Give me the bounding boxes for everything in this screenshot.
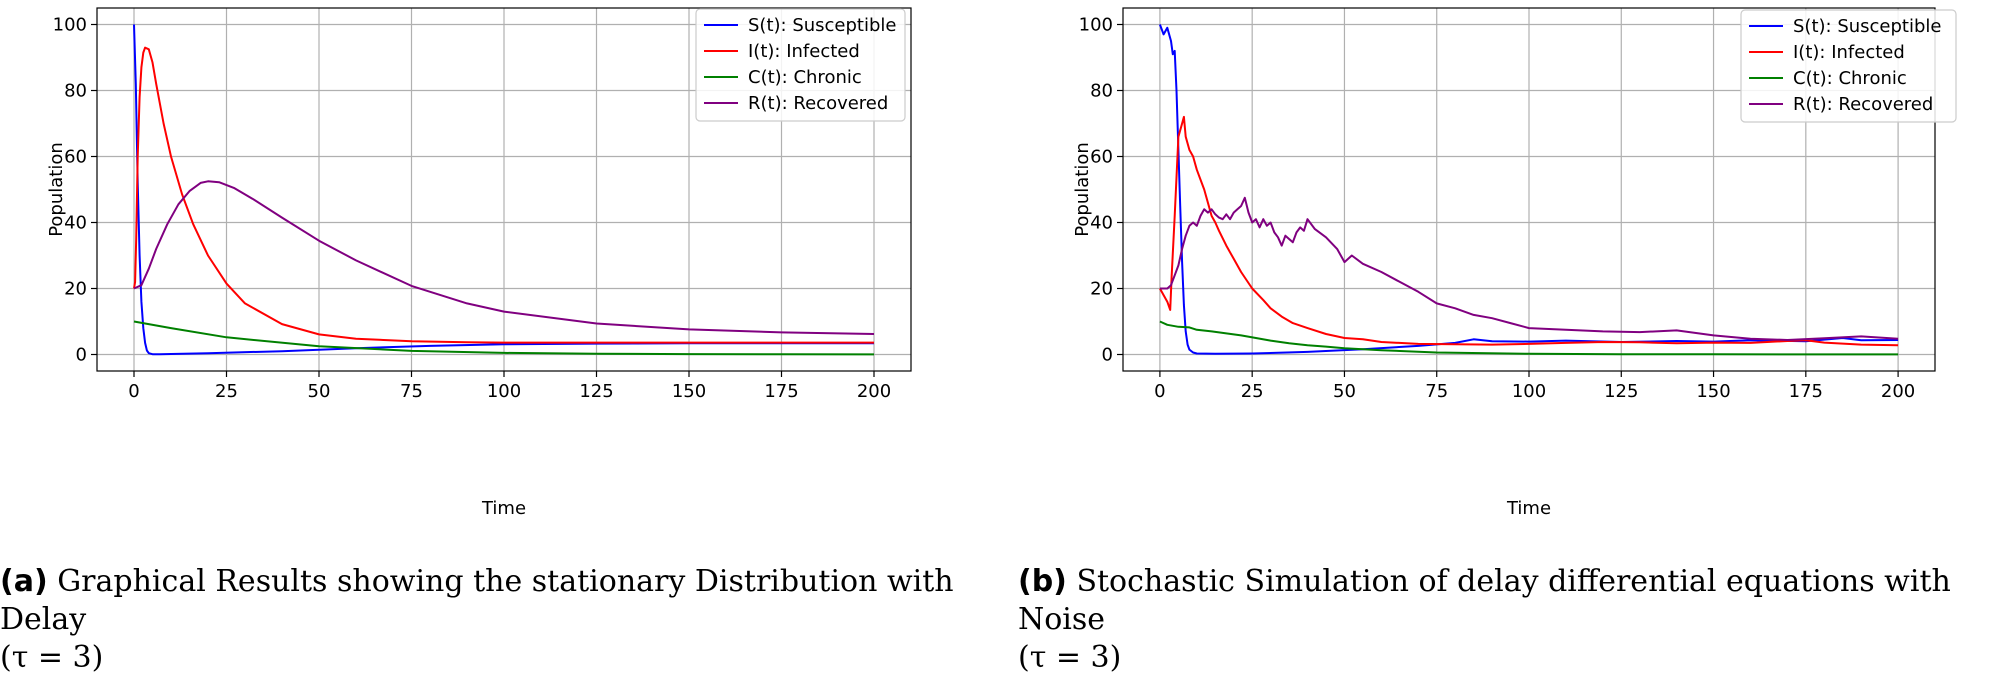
legend-label-b-1: I(t): Infected: [1793, 42, 1905, 63]
x-tick-label-b: 50: [1333, 381, 1356, 402]
caption-a: (a) Graphical Results showing the statio…: [0, 563, 1010, 677]
y-tick-label-b: 100: [1079, 15, 1113, 36]
x-tick-label-b: 175: [1789, 381, 1823, 402]
caption-b-tau: (τ = 3): [1018, 640, 1122, 675]
series-line-b-3: [1159, 196, 1899, 341]
x-tick-label-a: 25: [215, 381, 238, 402]
caption-a-label: (a): [0, 564, 48, 599]
series-line-a-1: [133, 46, 874, 344]
caption-b: (b) Stochastic Simulation of delay diffe…: [1018, 563, 2008, 677]
y-tick-label-b: 0: [1102, 345, 1113, 366]
x-tick-label-a: 150: [672, 381, 706, 402]
x-tick-label-a: 125: [579, 381, 613, 402]
chart-panel-a: 0 25 50 75 100 125 150 175 200 0 20 40 60 80 100 Time Po…: [46, 7, 912, 519]
x-tick-label-b: 150: [1696, 381, 1730, 402]
series-line-b-0: [1158, 24, 1899, 355]
legend-label-a-2: C(t): Chronic: [748, 67, 862, 88]
x-tick-label-a: 175: [764, 381, 798, 402]
y-tick-label-a: 20: [64, 279, 87, 300]
legend-box-b: [1740, 9, 1957, 123]
y-tick-label-a: 100: [53, 15, 87, 36]
y-tick-label-b: 20: [1090, 279, 1113, 300]
legend-label-b-3: R(t): Recovered: [1793, 94, 1933, 115]
caption-b-text: Stochastic Simulation of delay different…: [1018, 564, 1951, 637]
caption-a-tau: (τ = 3): [0, 640, 104, 675]
caption-a-text: Graphical Results showing the stationary…: [0, 564, 954, 637]
y-tick-label-b: 80: [1090, 81, 1113, 102]
y-tick-label-b: 40: [1090, 213, 1113, 234]
series-line-b-1: [1159, 115, 1899, 347]
y-tick-label-a: 60: [64, 147, 87, 168]
x-tick-label-b: 125: [1604, 381, 1638, 402]
caption-b-label: (b): [1018, 564, 1067, 599]
x-tick-label-a: 0: [128, 381, 139, 402]
y-tick-label-a: 80: [64, 81, 87, 102]
y-tick-label-a: 0: [76, 345, 87, 366]
x-tick-label-a: 200: [857, 381, 891, 402]
chart-panel-b: 0 25 50 75 100 125 150 175 200 0 20 40 60 80 100 Time Po…: [1072, 7, 1957, 519]
y-axis-label-a: Population: [46, 142, 67, 237]
x-tick-label-a: 75: [400, 381, 423, 402]
series-line-a-2: [133, 320, 875, 356]
figure: 0 25 50 75 100 125 150 175 200020406080100TimePo…: [46, 7, 1957, 519]
y-tick-label-b: 60: [1090, 147, 1113, 168]
x-axis-label-a: Time: [481, 498, 526, 519]
legend-label-a-3: R(t): Recovered: [748, 93, 888, 114]
x-tick-label-b: 25: [1241, 381, 1264, 402]
x-tick-label-b: 75: [1425, 381, 1448, 402]
legend-label-a-0: S(t): Susceptible: [748, 15, 896, 36]
legend-box-a: [695, 8, 906, 122]
y-axis-label-b: Population: [1072, 142, 1093, 237]
series-line-b-2: [1159, 320, 1899, 356]
x-tick-label-b: 200: [1881, 381, 1915, 402]
legend-a: S(t): Susceptible I(t): Infected C(t): Chr…: [695, 8, 906, 122]
legend-label-b-0: S(t): Susceptible: [1793, 16, 1941, 37]
legend-label-a-1: I(t): Infected: [748, 41, 860, 62]
series-line-a-3: [133, 180, 875, 335]
x-tick-label-a: 100: [487, 381, 521, 402]
x-tick-label-b: 100: [1512, 381, 1546, 402]
x-tick-label-b: 0: [1154, 381, 1165, 402]
x-axis-label-b: Time: [1506, 498, 1551, 519]
x-tick-label-a: 50: [308, 381, 331, 402]
y-tick-label-a: 40: [64, 213, 87, 234]
series-line-a-0: [133, 24, 874, 356]
legend-label-b-2: C(t): Chronic: [1793, 68, 1907, 89]
legend-b: S(t): Susceptible I(t): Infected C(t): Chr…: [1740, 9, 1957, 123]
